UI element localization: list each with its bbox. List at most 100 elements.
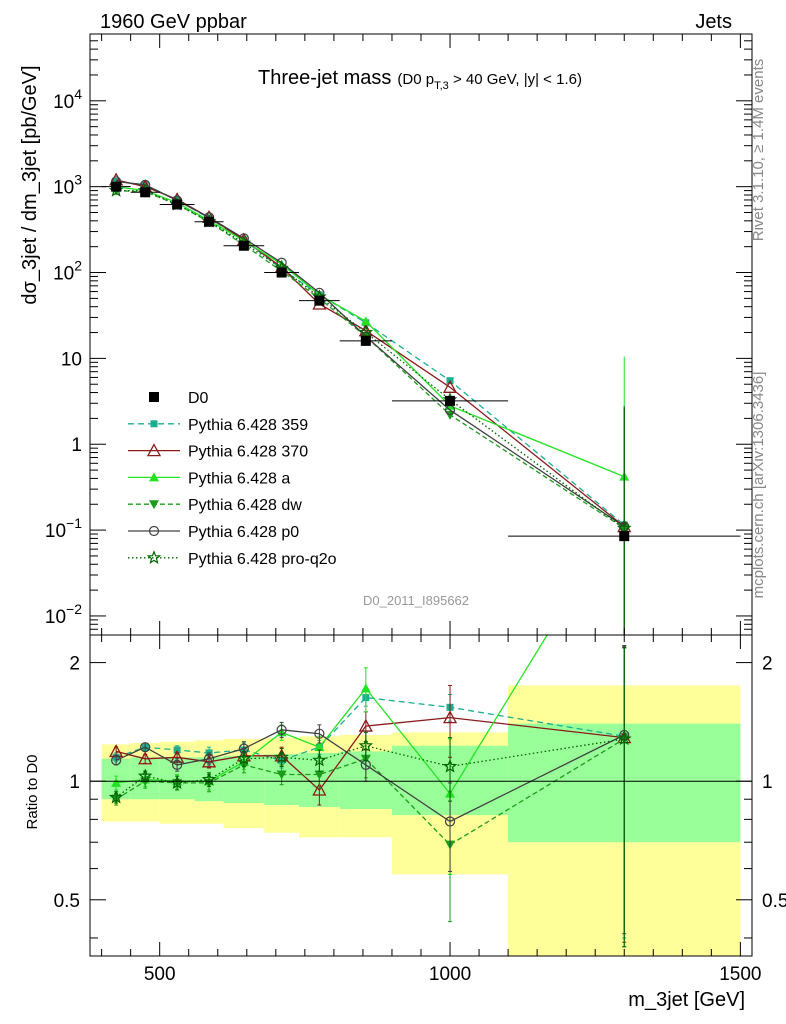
axis-ticks xyxy=(90,33,752,956)
series-point-5-9 xyxy=(616,520,632,535)
x-tick-label-2: 1500 xyxy=(719,964,761,985)
ratio-point-5-1 xyxy=(137,768,153,783)
ratio-point-4-6 xyxy=(314,728,325,739)
ratio-point-1-1 xyxy=(138,751,153,765)
ratio-tick-label-left-0: 2 xyxy=(69,654,80,675)
legend-marker-0 xyxy=(149,392,159,402)
chart-title-main: Three-jet mass xyxy=(258,67,391,89)
ratio-bands xyxy=(101,685,741,956)
header-right: Jets xyxy=(695,11,732,33)
y-tick-label-3: 10 xyxy=(61,349,82,370)
x-tick-label-1: 1000 xyxy=(429,964,471,985)
ratio-point-2-0 xyxy=(111,777,122,787)
y-axis-label: dσ_3jet / dm_3jet [pb/GeV] xyxy=(19,65,41,304)
legend-label-6: Pythia 6.428 pro-q2o xyxy=(188,551,337,568)
series-line-2 xyxy=(116,186,625,478)
data-point-5 xyxy=(276,267,287,278)
header-left: 1960 GeV ppbar xyxy=(100,11,247,33)
ratio-y-axis-label: Ratio to D0 xyxy=(24,754,41,829)
data-point-8 xyxy=(445,395,456,406)
data-point-7 xyxy=(360,335,371,346)
ratio-point-2-6 xyxy=(314,742,325,752)
ratio-line-4 xyxy=(115,729,625,823)
legend-marker-3 xyxy=(149,472,159,482)
legend-label-5: Pythia 6.428 p0 xyxy=(188,524,299,541)
ratio-point-1-7 xyxy=(358,718,373,732)
series-line-0 xyxy=(116,180,625,526)
mcplots-label: mcplots.cern.ch [arXiv:1306.3436] xyxy=(750,372,767,599)
legend-marker-6 xyxy=(146,550,162,565)
ratio-point-5-3 xyxy=(201,771,217,786)
ratio-point-4-0 xyxy=(111,755,122,766)
ratio-tick-label-right-2: 0.5 xyxy=(762,891,786,912)
data-point-9 xyxy=(619,531,630,542)
ratio-series xyxy=(108,635,632,948)
ratio-point-5-8 xyxy=(442,758,458,773)
watermark-label: D0_2011_I895662 xyxy=(363,593,469,608)
ratio-point-5-7 xyxy=(358,738,374,752)
main-plot-frame xyxy=(89,33,753,636)
x-axis-label: m_3jet [GeV] xyxy=(628,989,745,1011)
ratio-point-5-6 xyxy=(312,752,327,767)
ratio-point-5-5 xyxy=(274,749,289,764)
x-tick-label-0: 500 xyxy=(144,964,176,985)
ratio-point-4-5 xyxy=(276,724,287,735)
data-point-6 xyxy=(314,295,325,306)
legend-label-4: Pythia 6.428 dw xyxy=(188,497,302,514)
data-point-3 xyxy=(204,216,215,227)
series-line-4 xyxy=(116,180,625,528)
series-point-3-8 xyxy=(445,410,456,420)
legend-label-2: Pythia 6.428 370 xyxy=(188,444,308,461)
ratio-point-4-2 xyxy=(172,759,183,770)
data-point-1 xyxy=(140,187,151,198)
y-tick-label-6: 10−2 xyxy=(45,601,82,628)
legend-marker-4 xyxy=(149,500,159,510)
series-point-4-5 xyxy=(276,257,287,268)
chart-subtitle-sub: T,3 xyxy=(434,80,449,92)
ratio-point-4-8 xyxy=(444,816,456,827)
ratio-line-2 xyxy=(116,635,548,795)
ratio-point-1-3 xyxy=(201,754,217,768)
chart-title: Three-jet mass (D0 pT,3 > 40 GeV, |y| < 1… xyxy=(258,67,582,92)
data-point-4 xyxy=(238,240,249,251)
y-tick-label-1: 103 xyxy=(53,172,82,199)
y-tick-label-4: 1 xyxy=(71,435,82,456)
series-line-3 xyxy=(116,189,625,529)
data-point-2 xyxy=(172,199,183,210)
series-point-5-7 xyxy=(358,324,374,339)
legend-label-1: Pythia 6.428 359 xyxy=(188,417,308,434)
ratio-point-3-5 xyxy=(276,770,287,780)
chart-subtitle-pre: (D0 p xyxy=(397,71,434,88)
ratio-tick-label-right-0: 2 xyxy=(762,654,773,675)
ratio-tick-label-left-2: 0.5 xyxy=(54,891,80,912)
ratio-point-4-1 xyxy=(140,742,151,753)
ratio-line-3 xyxy=(115,738,625,846)
data-points xyxy=(101,181,741,542)
legend-label-0: D0 xyxy=(188,390,209,407)
legend-marker-5 xyxy=(148,525,160,537)
legend-marker-1 xyxy=(150,420,158,428)
y-tick-label-0: 104 xyxy=(53,86,82,113)
ratio-line-1 xyxy=(115,716,625,791)
ratio-point-1-8 xyxy=(442,710,458,724)
legend-marker-2 xyxy=(146,443,162,457)
ratio-tick-label-right-1: 1 xyxy=(762,772,773,793)
legend-label-3: Pythia 6.428 a xyxy=(188,470,290,487)
ratio-point-4-3 xyxy=(203,753,215,764)
ratio-point-5-9 xyxy=(616,731,632,746)
ratio-line-5 xyxy=(115,738,625,798)
ratio-tick-label-left-1: 1 xyxy=(69,772,80,793)
data-point-0 xyxy=(111,181,122,192)
ratio-point-2-7 xyxy=(360,683,371,693)
ratio-point-1-6 xyxy=(312,782,327,796)
ratio-point-5-4 xyxy=(236,751,252,765)
y-tick-label-5: 10−1 xyxy=(45,515,82,542)
ratio-point-3-6 xyxy=(314,770,325,780)
legend: D0 Pythia 6.428 359 Pythia 6.428 370 Pythia… xyxy=(128,390,337,568)
ratio-point-5-0 xyxy=(108,789,124,804)
chart-subtitle-post: > 40 GeV, |y| < 1.6) xyxy=(449,71,582,88)
series-point-2-7 xyxy=(360,316,371,326)
rivet-label: Rivet 3.1.10, ≥ 1.4M events xyxy=(750,59,767,242)
